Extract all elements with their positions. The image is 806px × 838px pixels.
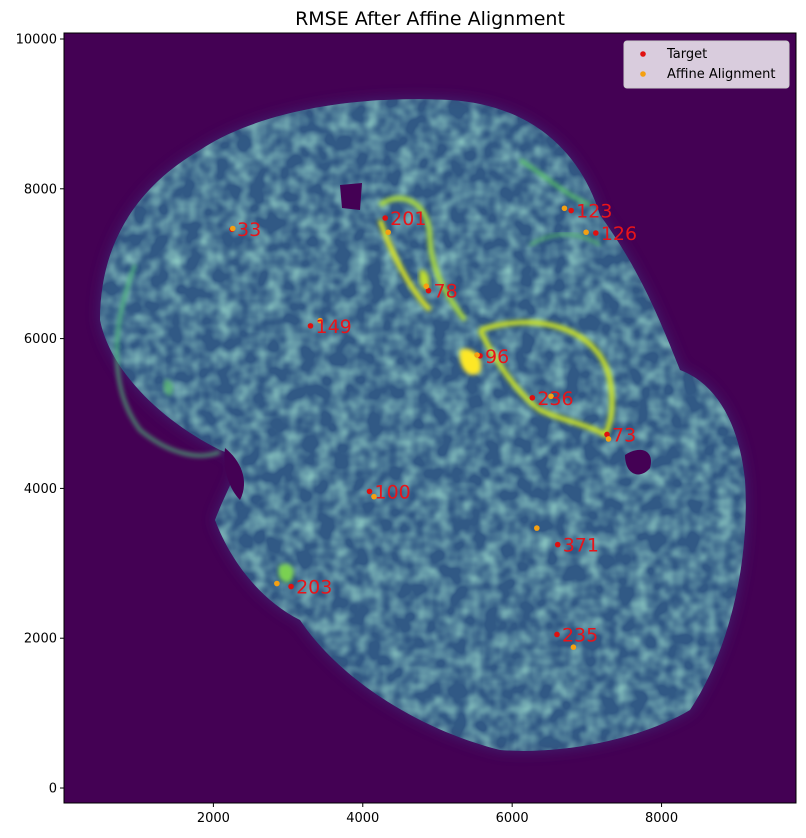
tissue-image [100,99,746,751]
rmse-label: 149 [315,316,351,338]
affine-point [474,352,480,358]
target-point [529,394,536,401]
rmse-label: 126 [601,223,637,245]
legend: Target Affine Alignment [623,40,790,89]
plot-frame [63,32,797,804]
legend-label-target: Target [666,47,707,62]
target-point [382,215,388,221]
x-axis: 2000 4000 6000 8000 [197,803,678,826]
affine-point [583,229,589,236]
affine-point [423,283,430,289]
y-tick-label: 8000 [24,182,57,197]
rmse-label: 123 [576,201,612,223]
affine-point [605,436,612,442]
y-tick-label: 0 [49,782,57,797]
legend-marker-target [640,51,646,57]
affine-point [230,225,236,232]
target-point [604,431,610,438]
target-point [554,541,561,548]
y-tick-label: 10000 [16,32,57,47]
target-point [425,287,432,294]
affine-point [561,205,568,212]
affine-point [534,525,540,531]
x-tick-label: 6000 [496,811,529,826]
affine-point [548,393,554,400]
legend-label-affine: Affine Alignment [667,67,775,82]
rmse-label: 203 [296,577,332,599]
affine-point [570,644,577,651]
target-series [229,207,610,638]
target-point [593,230,599,236]
affine-point [371,493,377,500]
rmse-label: 73 [612,424,636,446]
y-axis: 0 2000 4000 6000 8000 10000 [16,32,64,797]
target-point [288,583,294,590]
rmse-label: 78 [434,281,458,303]
x-tick-label: 2000 [197,811,230,826]
rmse-label: 201 [390,208,426,230]
affine-point [274,580,280,587]
affine-series [230,205,612,651]
target-point [307,323,314,329]
rmse-label: 100 [374,481,410,503]
x-tick-label: 8000 [645,811,678,826]
chart-title: RMSE After Affine Alignment [295,8,565,30]
target-point [568,207,574,214]
rmse-label: 371 [563,535,599,557]
rmse-label: 236 [537,388,573,410]
x-tick-label: 4000 [346,811,379,826]
y-tick-label: 6000 [24,332,57,347]
rmse-label: 235 [562,624,598,646]
y-tick-label: 2000 [24,632,57,647]
rmse-label: 96 [485,346,509,368]
affine-point [385,229,391,236]
rmse-label: 33 [237,219,261,241]
legend-box [623,40,790,89]
legend-marker-affine [640,71,646,77]
target-point [366,488,373,495]
y-tick-label: 4000 [24,482,57,497]
affine-point [317,317,324,324]
target-point [554,631,560,638]
